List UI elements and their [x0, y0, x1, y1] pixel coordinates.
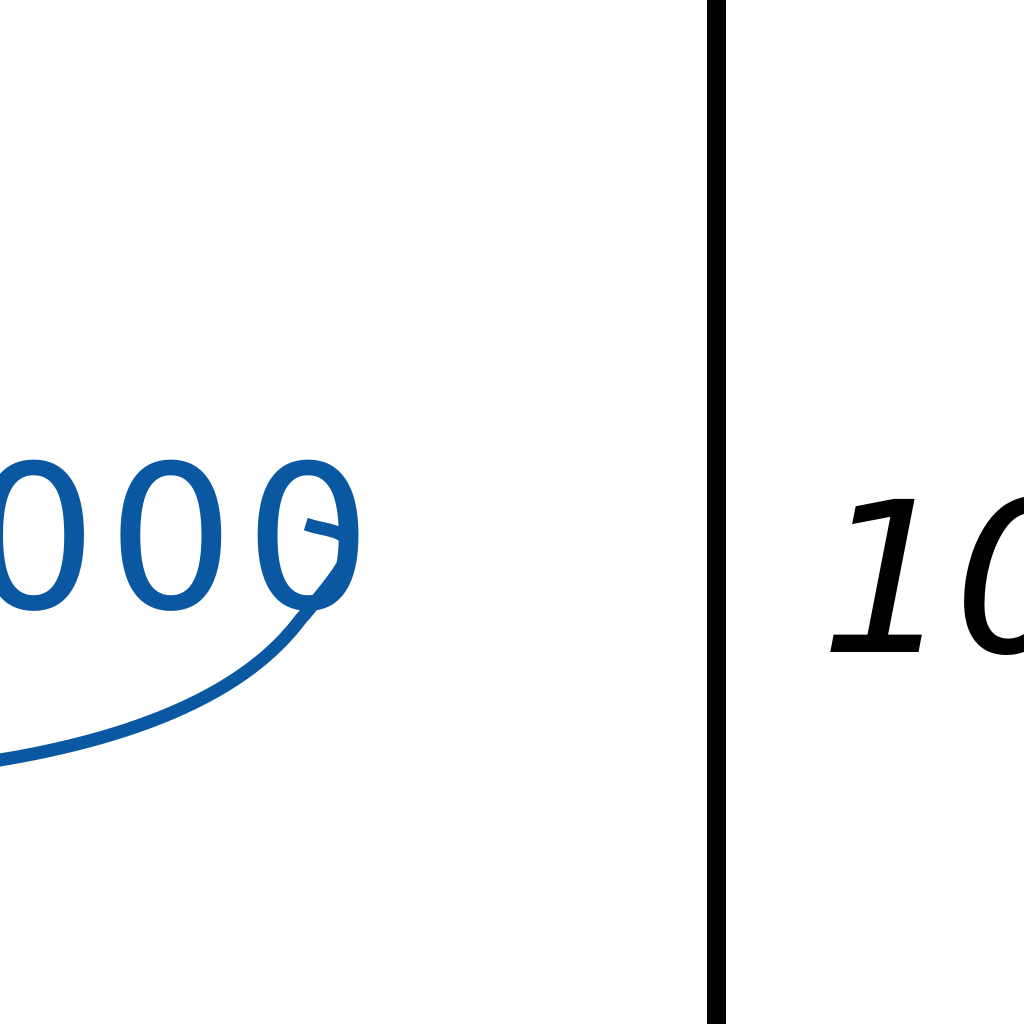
- curved-arrow-path: [0, 517, 357, 767]
- right-number: 10: [820, 457, 1024, 702]
- vertical-divider: [707, 0, 726, 1024]
